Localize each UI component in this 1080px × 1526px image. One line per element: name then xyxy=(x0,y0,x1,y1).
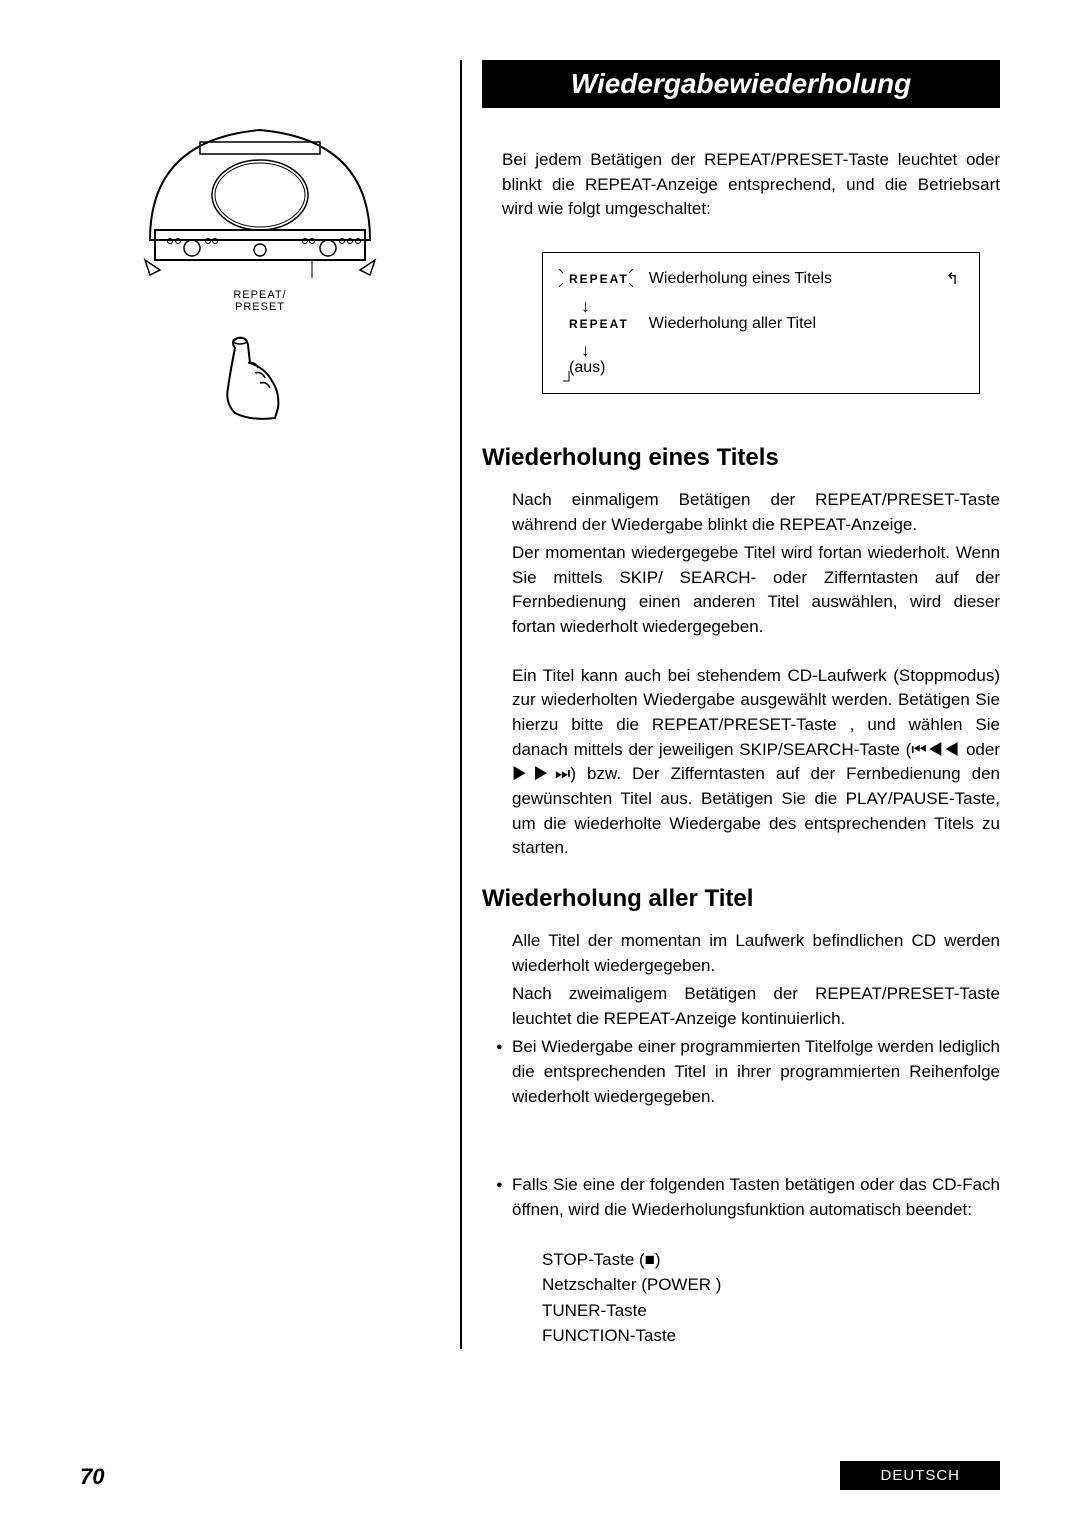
radio-device-illustration: REPEAT/ PRESET xyxy=(130,100,390,313)
diagram-aus: (aus) xyxy=(569,359,959,377)
section1-p2: Der momentan wiedergegebe Titel wird for… xyxy=(482,541,1000,640)
section2-p1: Alle Titel der momentan im Laufwerk befi… xyxy=(482,929,1000,978)
page-number: 70 xyxy=(80,1464,104,1490)
repeat-indicator-blink: REPEAT xyxy=(563,272,635,286)
section2-bullet1: Bei Wiedergabe einer programmierten Tite… xyxy=(482,1035,1000,1109)
section2-p2: Nach zweimaligem Betätigen der REPEAT/PR… xyxy=(482,982,1000,1031)
button-list: STOP-Taste (■) Netzschalter (POWER ) TUN… xyxy=(482,1247,1000,1349)
repeat-indicator-solid: REPEAT xyxy=(563,317,635,331)
arrow-down-icon: ↓ xyxy=(581,297,959,315)
list-item: FUNCTION-Taste xyxy=(542,1323,1000,1349)
intro-paragraph: Bei jedem Betätigen der REPEAT/PRESET-Ta… xyxy=(482,148,1000,222)
section1-heading: Wiederholung eines Titels xyxy=(482,444,1000,472)
section-header: Wiedergabewiederholung xyxy=(482,60,1000,108)
section2-heading: Wiederholung aller Titel xyxy=(482,885,1000,913)
section2-bullet2: Falls Sie eine der folgenden Tasten betä… xyxy=(482,1173,1000,1222)
list-item: Netzschalter (POWER ) xyxy=(542,1272,1000,1298)
list-item: STOP-Taste (■) xyxy=(542,1247,1000,1273)
arrow-down-icon: ↓ xyxy=(581,341,959,359)
language-badge: DEUTSCH xyxy=(840,1461,1000,1490)
section1-p1: Nach einmaligem Betätigen der REPEAT/PRE… xyxy=(482,488,1000,537)
hand-press-illustration xyxy=(200,333,300,428)
return-arrow-icon: ↰ xyxy=(946,269,959,289)
section1-p3: Ein Titel kann auch bei stehendem CD-Lau… xyxy=(482,664,1000,861)
repeat-mode-diagram: REPEAT Wiederholung eines Titels ↰ ↓ REP… xyxy=(542,252,980,394)
loop-corner-icon xyxy=(563,371,575,383)
list-item: TUNER-Taste xyxy=(542,1298,1000,1324)
diagram-row2-text: Wiederholung aller Titel xyxy=(649,315,816,333)
repeat-preset-label: REPEAT/ PRESET xyxy=(130,289,390,313)
diagram-row1-text: Wiederholung eines Titels xyxy=(649,270,832,288)
